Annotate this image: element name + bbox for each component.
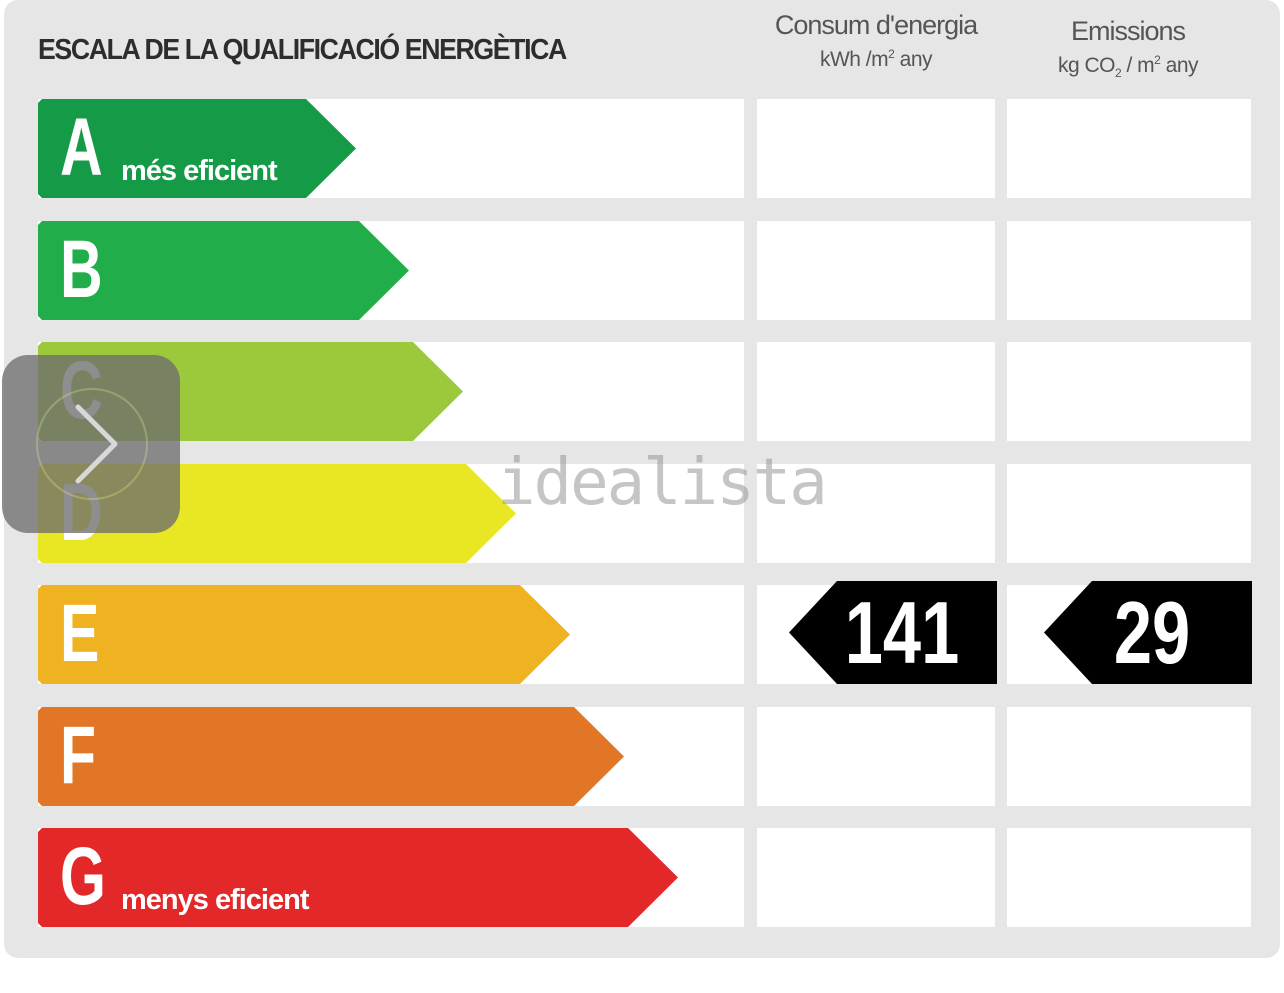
emissions-column-header: Emissions kg CO2 / m2 any	[1006, 16, 1250, 80]
emissions-cell-b	[1007, 221, 1251, 320]
emissions-value: 29	[1113, 583, 1191, 682]
rating-letter: A	[60, 102, 103, 193]
rating-bar-e: E	[38, 585, 570, 684]
emissions-column-title: Emissions	[1070, 16, 1186, 46]
energy-cell-b	[757, 221, 995, 320]
emissions-cell-d	[1007, 464, 1251, 563]
rating-label: més eficient	[121, 155, 278, 187]
emissions-cell-c	[1007, 342, 1251, 441]
rating-bar-f: F	[38, 707, 624, 806]
energy-cell-g	[757, 828, 995, 927]
energy-cell-f	[757, 707, 995, 806]
next-image-button[interactable]	[2, 355, 180, 533]
energy-cell-d	[757, 464, 995, 563]
energy-value: 141	[844, 583, 960, 682]
rating-bar-b: B	[38, 221, 409, 320]
chevron-right-icon	[36, 388, 148, 500]
energy-column-header: Consum d'energia kWh /m2 any	[756, 10, 996, 72]
energy-value-arrow: 141	[789, 581, 997, 684]
rating-letter: G	[60, 831, 106, 922]
emissions-value-arrow: 29	[1044, 581, 1252, 684]
rating-letter: F	[60, 710, 97, 801]
rating-letter: E	[60, 588, 100, 679]
idealista-watermark: idealista	[497, 446, 828, 520]
emissions-cell-g	[1007, 828, 1251, 927]
emissions-cell-f	[1007, 707, 1251, 806]
emissions-column-unit: kg CO2 / m2 any	[1057, 53, 1199, 81]
energy-column-unit: kWh /m2 any	[819, 47, 933, 71]
energy-column-title: Consum d'energia	[774, 10, 978, 40]
rating-letter: B	[60, 224, 103, 315]
label-title: ESCALA DE LA QUALIFICACIÓ ENERGÈTICA	[38, 34, 567, 66]
energy-cell-c	[757, 342, 995, 441]
rating-label: menys eficient	[121, 884, 309, 916]
energy-cell-a	[757, 99, 995, 198]
emissions-cell-a	[1007, 99, 1251, 198]
